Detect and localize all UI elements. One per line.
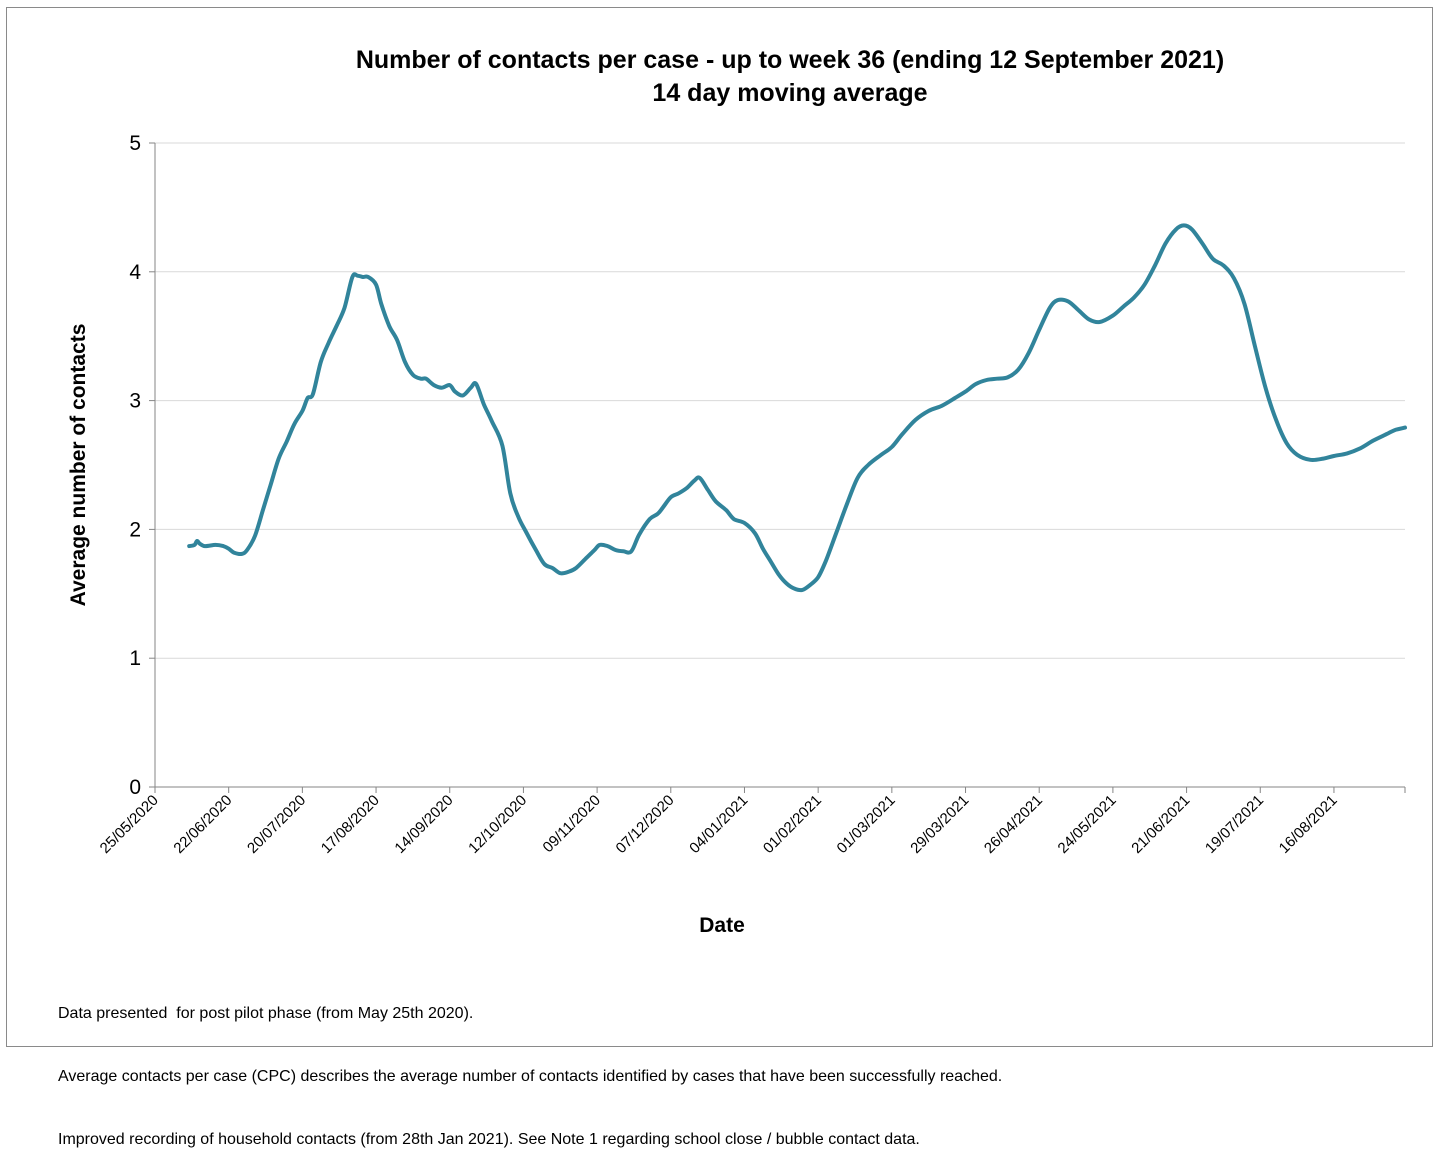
y-axis-title: Average number of contacts: [67, 324, 90, 607]
footnote-line: Average contacts per case (CPC) describe…: [58, 1068, 1003, 1085]
x-tick-label: 04/01/2021: [686, 792, 751, 857]
x-axis-title: Date: [699, 914, 745, 937]
x-tick-label: 21/06/2021: [1128, 792, 1193, 857]
x-tick-label: 09/11/2020: [540, 792, 604, 856]
y-tick-label: 1: [129, 647, 141, 670]
x-tick-label: 01/03/2021: [834, 792, 899, 857]
y-tick-labels: 0 1 2 3 4 5: [129, 132, 141, 799]
footnotes: Data presented for post pilot phase (fro…: [58, 961, 1002, 1171]
y-tick-label: 2: [129, 518, 141, 541]
footnote-line: Data presented for post pilot phase (fro…: [58, 1005, 474, 1022]
x-tick-labels: 25/05/2020 22/06/2020 20/07/2020 17/08/2020…: [97, 792, 1341, 857]
series-layer: [187, 223, 1407, 593]
line-chart: Number of contacts per case - up to week…: [67, 46, 1407, 937]
y-tick-label: 4: [129, 261, 141, 284]
series-line: [187, 223, 1407, 593]
gridlines: [155, 142, 1405, 659]
x-tick-label: 24/05/2021: [1055, 792, 1120, 857]
x-tick-label: 25/05/2020: [97, 792, 162, 857]
x-tick-label: 14/09/2020: [391, 792, 456, 857]
x-tick-label: 16/08/2021: [1276, 792, 1341, 857]
x-tick-label: 19/07/2021: [1202, 792, 1267, 857]
x-tick-label: 26/04/2021: [981, 792, 1046, 857]
x-tick-label: 12/10/2020: [465, 792, 530, 857]
x-tick-label: 17/08/2020: [318, 792, 383, 857]
x-tick-label: 01/02/2021: [760, 792, 825, 857]
axes: [149, 142, 1406, 793]
y-tick-label: 0: [129, 776, 141, 799]
footnote-line: Improved recording of household contacts…: [58, 1131, 920, 1148]
chart-frame: [6, 7, 1433, 1047]
x-tick-label: 20/07/2020: [244, 792, 309, 857]
x-tick-label: 07/12/2020: [613, 792, 678, 857]
chart-subtitle: 14 day moving average: [652, 79, 927, 107]
x-tick-label: 22/06/2020: [170, 792, 235, 857]
y-tick-label: 3: [129, 390, 141, 413]
x-tick-label: 29/03/2021: [907, 792, 972, 857]
chart-title: Number of contacts per case - up to week…: [356, 46, 1224, 74]
y-tick-label: 5: [129, 132, 141, 155]
